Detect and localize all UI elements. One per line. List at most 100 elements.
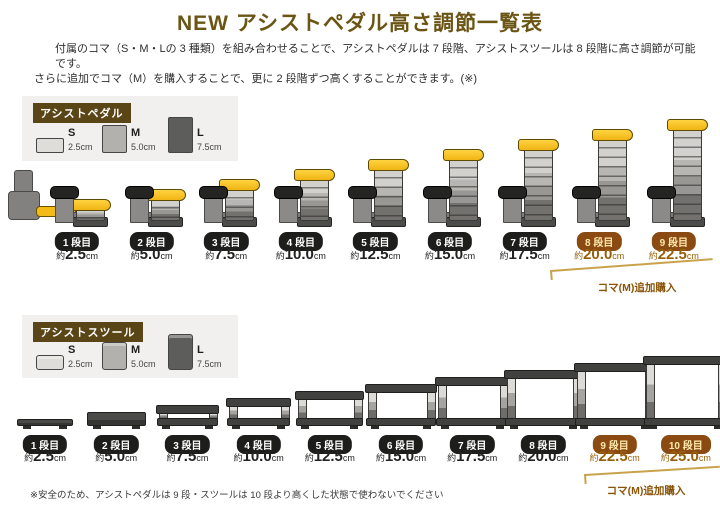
- pedal-section-label: アシストペダル: [33, 103, 131, 123]
- step-badge: 4 段目: [236, 435, 281, 454]
- stool-illustration: [152, 344, 222, 429]
- description-line2: さらに追加でコマ（M）を購入することで、更に 2 段階ずつ高くすることができます…: [34, 73, 478, 85]
- stool-foot: [23, 425, 31, 429]
- stool-foot: [277, 425, 286, 429]
- stool-base: [157, 418, 218, 426]
- step-height-text: 約: [304, 453, 314, 463]
- koma-name: L: [197, 344, 204, 356]
- step-height-text: 約: [375, 453, 385, 463]
- pedal-illustration: [564, 102, 634, 227]
- pedal-step-3: 3 段目 約7.5cm: [191, 112, 261, 268]
- pedal-riser-column: [598, 138, 628, 221]
- koma-item-m: M 5.0cm: [102, 113, 169, 153]
- step-height-text: 5.0: [104, 448, 126, 465]
- stool-leg: [368, 391, 377, 419]
- pedal-knob: [50, 186, 79, 199]
- stool-leg: [437, 384, 447, 419]
- stool-foot: [649, 425, 658, 429]
- stool-foot: [131, 425, 140, 429]
- koma-item-l: L 7.5cm: [168, 113, 235, 153]
- pedal-riser-column: [523, 148, 553, 221]
- stool-foot: [301, 425, 310, 429]
- pedal-knob-stem: [129, 195, 149, 223]
- pedal-riser-column: [672, 128, 702, 221]
- step-badge: 2 段目: [129, 232, 174, 251]
- step-height: 約12.5cm: [340, 246, 410, 264]
- stool-base: [366, 418, 436, 426]
- pedal-illustration: [117, 102, 187, 227]
- stool-foot: [92, 425, 101, 429]
- koma-name: L: [197, 127, 204, 139]
- step-height-text: 12.5: [359, 246, 389, 263]
- stool-step-5: 5 段目 約12.5cm: [295, 352, 365, 502]
- koma-l-shape: [168, 334, 193, 370]
- step-height: 約10.0cm: [224, 448, 294, 466]
- stool-step-9: 9 段目 約22.5cm: [573, 352, 656, 502]
- step-height-text: 15.0: [433, 246, 464, 263]
- stool-steps-row: 1 段目 約2.5cm 2 段目 約5.0cm 3 段目 約7.5cm 4 段目 約10.0c…: [0, 352, 720, 502]
- pedal-knob-stem: [204, 195, 224, 223]
- pedal-pad-yellow: [219, 179, 261, 191]
- stool-step-6: 6 段目 約15.0cm: [365, 352, 437, 502]
- step-height-text: cm: [235, 251, 248, 261]
- stool-leg: [228, 405, 238, 419]
- stool-step-10: 10 段目 約25.0cm: [643, 352, 720, 502]
- step-badge: 9 段目: [592, 435, 637, 454]
- stool-foot: [510, 425, 519, 429]
- step-badge: 1 段目: [22, 435, 68, 454]
- stool-leg: [298, 398, 308, 419]
- step-height-text: 約: [518, 453, 528, 463]
- pedal-riser-column: [374, 168, 404, 221]
- stool-top-platform: [504, 370, 583, 379]
- pedal-pad-yellow: [293, 169, 335, 181]
- step-badge: 6 段目: [427, 232, 473, 251]
- step-height: 約17.5cm: [490, 246, 560, 264]
- step-height-text: 10.0: [242, 448, 272, 465]
- koma-size: 7.5cm: [197, 359, 222, 369]
- stool-illustration: [573, 344, 656, 429]
- step-height-text: cm: [342, 453, 355, 463]
- stool-slab: [86, 412, 146, 426]
- step-height-text: 約: [205, 251, 215, 261]
- pedal-riser-column: [150, 198, 180, 221]
- stool-base: [435, 418, 509, 426]
- step-height-text: cm: [388, 251, 401, 261]
- step-height-text: 約: [648, 251, 658, 261]
- step-badge: 5 段目: [353, 232, 398, 251]
- step-height-text: cm: [160, 251, 173, 261]
- stool-step-1: 1 段目 約2.5cm: [10, 352, 80, 502]
- koma-name: S: [68, 127, 76, 139]
- step-height: 約2.5cm: [42, 246, 112, 264]
- step-badge: 3 段目: [204, 232, 249, 251]
- pedal-knob: [199, 186, 229, 199]
- step-badge: 1 段目: [54, 232, 100, 251]
- page-title: NEW アシストペダル高さ調節一覧表: [177, 12, 543, 35]
- stool-base: [296, 418, 364, 426]
- koma-size: 2.5cm: [68, 142, 93, 152]
- koma-size: 5.0cm: [131, 359, 156, 369]
- step-badge: 9 段目: [651, 232, 696, 251]
- step-height-text: cm: [313, 251, 326, 261]
- pedal-riser-column: [225, 188, 255, 221]
- step-height-text: cm: [698, 453, 711, 463]
- step-badge: 4 段目: [278, 232, 323, 251]
- step-height-text: 25.0: [669, 448, 699, 465]
- step-height-text: 17.5: [456, 448, 486, 465]
- step-height-text: 20.0: [527, 448, 557, 465]
- pedal-step-5: 5 段目 約12.5cm: [340, 112, 410, 268]
- pedal-illustration: [639, 102, 709, 227]
- step-height-text: 15.0: [384, 448, 415, 465]
- pedal-knob: [124, 186, 154, 199]
- stool-illustration: [81, 344, 151, 429]
- step-height-text: 約: [166, 453, 176, 463]
- step-height: 約10.0cm: [266, 246, 336, 264]
- stool-leg: [354, 398, 364, 419]
- step-height-text: 約: [350, 251, 360, 261]
- stool-leg: [427, 391, 436, 419]
- pedal-illustration: [415, 102, 485, 227]
- stool-illustration: [434, 344, 510, 429]
- step-badge: 8 段目: [521, 435, 566, 454]
- step-height-text: cm: [686, 251, 699, 261]
- pedal-knob-stem: [353, 195, 373, 223]
- koma-name: S: [68, 344, 76, 356]
